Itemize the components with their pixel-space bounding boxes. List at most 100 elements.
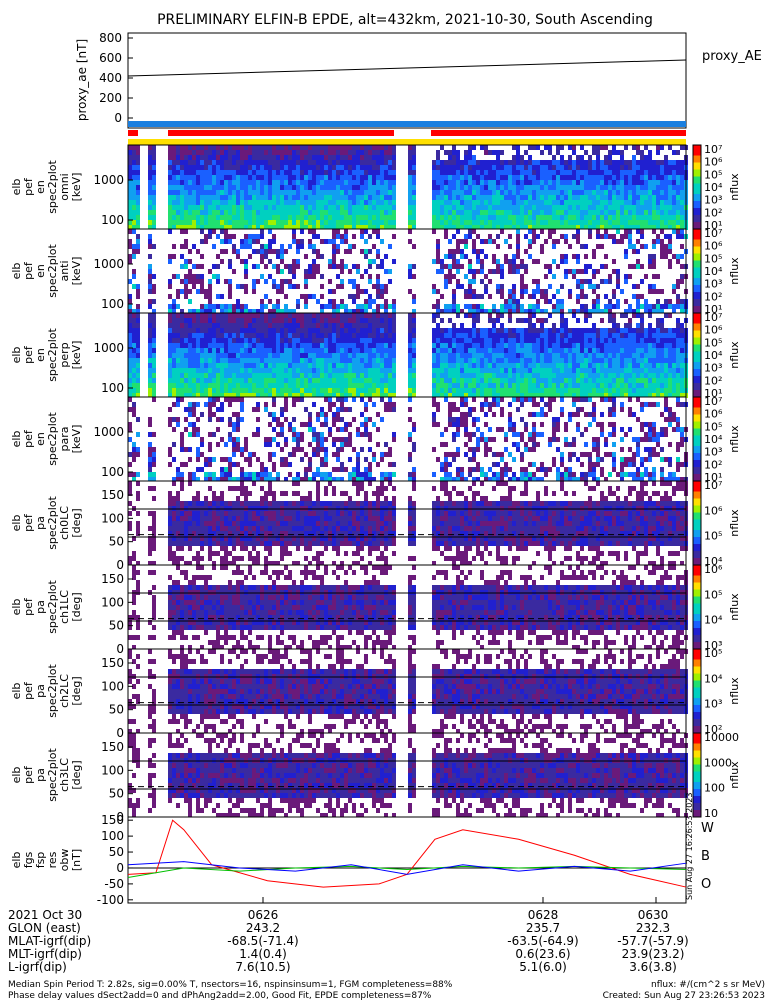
heatmap-cell <box>384 318 388 323</box>
heatmap-cell <box>536 160 540 165</box>
heatmap-cell <box>524 185 528 190</box>
heatmap-cell <box>452 155 456 160</box>
heatmap-cell <box>248 234 252 239</box>
heatmap-cell <box>604 165 608 170</box>
heatmap-cell <box>456 205 460 210</box>
heatmap-cell <box>216 383 220 388</box>
heatmap-cell <box>616 165 620 170</box>
heatmap-cell <box>604 373 608 378</box>
heatmap-cell <box>344 234 348 239</box>
heatmap-cell <box>624 254 628 259</box>
heatmap-cell <box>520 358 524 363</box>
heatmap-cell <box>148 185 152 190</box>
heatmap-cell <box>460 215 464 220</box>
heatmap-cell <box>500 229 504 234</box>
heatmap-cell <box>500 378 504 383</box>
heatmap-cell <box>440 259 444 264</box>
heatmap-cell <box>152 313 156 318</box>
heatmap-cell <box>592 220 596 225</box>
heatmap-cell <box>540 180 544 185</box>
heatmap-cell <box>256 170 260 175</box>
heatmap-cell <box>472 393 476 398</box>
heatmap-cell <box>480 363 484 368</box>
heatmap-cell <box>584 225 588 230</box>
heatmap-cell <box>500 150 504 155</box>
heatmap-cell <box>220 170 224 175</box>
heatmap-cell <box>588 220 592 225</box>
heatmap-cell <box>476 215 480 220</box>
heatmap-cell <box>580 304 584 309</box>
heatmap-cell <box>488 200 492 205</box>
heatmap-cell <box>392 195 396 200</box>
heatmap-cell <box>268 190 272 195</box>
heatmap-cell <box>232 180 236 185</box>
heatmap-cell <box>292 393 296 398</box>
heatmap-cell <box>304 363 308 368</box>
heatmap-cell <box>552 274 556 279</box>
heatmap-cell <box>600 185 604 190</box>
heatmap-cell <box>516 333 520 338</box>
heatmap-cell <box>516 150 520 155</box>
heatmap-cell <box>244 323 248 328</box>
heatmap-cell <box>340 353 344 358</box>
heatmap-cell <box>668 264 672 269</box>
heatmap-cell <box>636 205 640 210</box>
heatmap-cell <box>536 338 540 343</box>
heatmap-cell <box>240 180 244 185</box>
heatmap-cell <box>556 338 560 343</box>
heatmap-cell <box>232 353 236 358</box>
heatmap-cell <box>148 170 152 175</box>
heatmap-cell <box>624 225 628 230</box>
heatmap-cell <box>432 358 436 363</box>
heatmap-cell <box>216 304 220 309</box>
heatmap-cell <box>376 338 380 343</box>
heatmap-cell <box>232 215 236 220</box>
heatmap-cell <box>264 328 268 333</box>
heatmap-cell <box>616 368 620 373</box>
heatmap-cell <box>640 150 644 155</box>
heatmap-cell <box>612 220 616 225</box>
colorbar-segment <box>693 306 701 310</box>
heatmap-cell <box>328 190 332 195</box>
heatmap-cell <box>284 165 288 170</box>
heatmap-cell <box>240 328 244 333</box>
heatmap-cell <box>484 175 488 180</box>
heatmap-cell <box>528 244 532 249</box>
heatmap-cell <box>364 393 368 398</box>
heatmap-cell <box>212 190 216 195</box>
heatmap-cell <box>296 225 300 230</box>
heatmap-cell <box>488 150 492 155</box>
heatmap-cell <box>332 175 336 180</box>
heatmap-cell <box>272 313 276 318</box>
heatmap-cell <box>180 220 184 225</box>
heatmap-cell <box>460 373 464 378</box>
heatmap-cell <box>540 225 544 230</box>
heatmap-cell <box>592 363 596 368</box>
heatmap-cell <box>660 170 664 175</box>
heatmap-cell <box>624 358 628 363</box>
heatmap-cell <box>384 220 388 225</box>
heatmap-cell <box>196 185 200 190</box>
heatmap-cell <box>312 205 316 210</box>
colorbar-tick-label: 10⁶ <box>704 240 723 253</box>
heatmap-cell <box>148 368 152 373</box>
heatmap-cell <box>516 388 520 393</box>
heatmap-cell <box>464 205 468 210</box>
heatmap-cell <box>436 254 440 259</box>
heatmap-cell <box>308 393 312 398</box>
heatmap-cell <box>372 200 376 205</box>
heatmap-cell <box>604 254 608 259</box>
heatmap-cell <box>364 254 368 259</box>
heatmap-cell <box>564 215 568 220</box>
heatmap-cell <box>612 393 616 398</box>
heatmap-cell <box>308 165 312 170</box>
heatmap-cell <box>208 328 212 333</box>
heatmap-cell <box>588 200 592 205</box>
heatmap-cell <box>492 239 496 244</box>
heatmap-cell <box>432 190 436 195</box>
heatmap-cell <box>472 205 476 210</box>
heatmap-cell <box>532 239 536 244</box>
heatmap-cell <box>388 358 392 363</box>
heatmap-cell <box>508 343 512 348</box>
